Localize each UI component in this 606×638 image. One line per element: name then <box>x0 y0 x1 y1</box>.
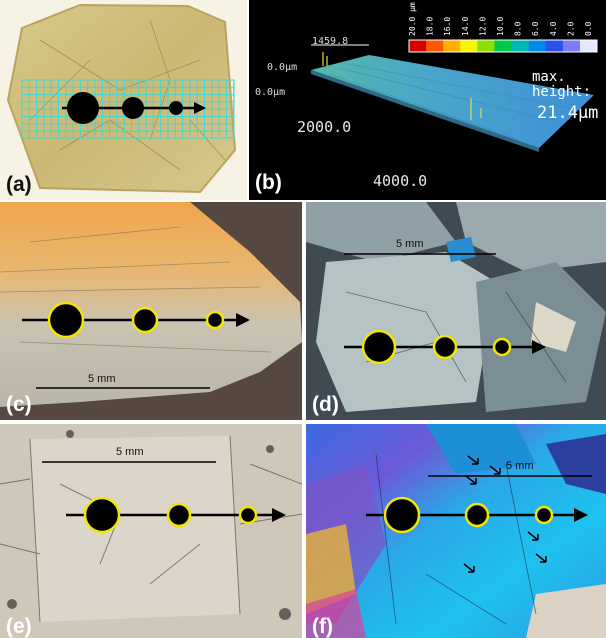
grain-5 <box>446 237 476 262</box>
spot-medium <box>122 97 144 119</box>
spot-medium <box>166 502 192 528</box>
surface-top <box>311 55 594 148</box>
panel-c: 5 mm (c) <box>0 202 302 420</box>
growth-bands <box>0 226 271 353</box>
arrow-head <box>272 508 286 522</box>
panel-b-label: (b) <box>255 171 282 194</box>
panel-a-label: (a) <box>6 173 32 196</box>
spot-small <box>169 101 183 115</box>
axis-bottom-label: 4000.0 <box>373 172 428 190</box>
panel-f-image <box>306 424 606 638</box>
surface-side <box>311 70 539 152</box>
spot-large <box>47 301 85 339</box>
colorbar-tick-label: 12.0 <box>478 17 487 36</box>
crystal-body <box>0 202 302 407</box>
spot-medium <box>432 334 458 360</box>
arrow-head <box>194 102 206 114</box>
colorbar-segment <box>460 40 478 52</box>
crystal-grain <box>6 3 237 194</box>
spot-small <box>205 310 225 330</box>
grain-1 <box>306 202 456 262</box>
colorbar-tick-label: 6.0 <box>531 21 540 36</box>
arrow-head <box>574 508 588 522</box>
panel-a-image <box>6 3 237 194</box>
extinction-zone-2 <box>306 524 356 614</box>
colorbar-tick-label: 14.0 <box>461 17 470 36</box>
colorbar-tick-label: 18.0 <box>426 17 435 36</box>
panel-d-label: (d) <box>312 393 339 416</box>
colorbar-border <box>408 39 598 53</box>
panel-b-image: 20.0 µm 18.0 16.0 14.0 12.0 10.0 8.0 6.0 4.0 2.0 0… <box>311 2 598 152</box>
extinction-zone-3 <box>306 589 366 638</box>
panel-d: 5 mm (d) <box>306 202 606 420</box>
spot-large <box>361 329 397 365</box>
colorbar-segment <box>443 40 461 52</box>
panel-e: 5 mm (e) <box>0 424 302 638</box>
scale-bar-label: 5 mm <box>116 446 144 458</box>
arrow-head <box>532 340 546 354</box>
colorbar-segment <box>409 40 427 52</box>
axis-mid-label: 2000.0 <box>297 118 352 136</box>
grain-main <box>316 252 496 412</box>
grain-right <box>546 434 606 494</box>
surface-spikes <box>322 52 482 120</box>
spot-medium <box>464 502 490 528</box>
colorbar-segment <box>528 40 547 52</box>
colorbar-segment <box>579 40 598 52</box>
spot-large <box>383 496 421 534</box>
scale-bar-label: 5 mm <box>506 460 534 472</box>
colorbar-segment <box>545 40 564 52</box>
spot-large <box>83 496 121 534</box>
spot-small <box>492 337 512 357</box>
colorbar-tick-label: 10.0 <box>496 17 505 36</box>
colorbar-tick-label: 2.0 <box>566 21 575 36</box>
panel-f: 5 mm (f) <box>306 424 606 638</box>
spot-large <box>67 92 99 124</box>
axis-top-label: 1459.8 <box>312 36 349 47</box>
surface-texture <box>328 63 570 141</box>
grain-main <box>30 436 240 622</box>
panel-b: 20.0 µm 18.0 16.0 14.0 12.0 10.0 8.0 6.0 4.0 2.0 0… <box>249 0 606 200</box>
colorbar-tick-label: 16.0 <box>443 17 452 36</box>
spot-small <box>238 505 258 525</box>
panel-d-image <box>306 202 606 420</box>
colorbar-segment <box>477 40 495 52</box>
grain-4 <box>531 302 576 352</box>
spot-small <box>534 505 554 525</box>
arrow-head <box>236 313 250 327</box>
panel-e-label: (e) <box>6 615 32 638</box>
max-label-2: height: <box>532 84 592 100</box>
colorbar-ticks: 20.0 µm 18.0 16.0 14.0 12.0 10.0 8.0 6.0 4.0 2.0 0… <box>408 2 593 36</box>
max-height-value: 21.4µm <box>537 103 599 123</box>
max-height-caption: max. height: <box>532 70 591 100</box>
colorbar-segment <box>511 40 530 52</box>
grain-fractures <box>375 453 537 625</box>
colorbar-segment <box>426 40 444 52</box>
colorbar-segment <box>562 40 581 52</box>
max-label-1: max. <box>532 69 566 85</box>
colorbar-tick-label: 20.0 µm <box>408 2 417 36</box>
panel-e-image <box>0 424 302 638</box>
colorbar-tick-label: 4.0 <box>549 21 558 36</box>
colorbar-tick-label: 0.0 <box>584 21 593 36</box>
colorbar-tick-label: 8.0 <box>514 21 523 36</box>
scale-bar-label: 5 mm <box>88 373 116 385</box>
height-colorbar <box>408 39 598 53</box>
panel-c-label: (c) <box>6 393 32 416</box>
scale-bar-label: 5 mm <box>396 238 424 250</box>
twin-arrows <box>463 455 547 573</box>
panel-a: (a) <box>0 0 247 200</box>
axis-z-bottom-label: 0.0µm <box>255 87 286 98</box>
spot-medium <box>131 306 159 334</box>
panel-f-label: (f) <box>312 615 333 638</box>
panel-c-image <box>0 202 302 420</box>
colorbar-segment <box>494 40 513 52</box>
inclusions <box>7 430 291 620</box>
grain-bottom-right <box>526 584 606 638</box>
grain-top <box>426 424 536 474</box>
axis-z-top-label: 0.0µm <box>267 62 298 73</box>
